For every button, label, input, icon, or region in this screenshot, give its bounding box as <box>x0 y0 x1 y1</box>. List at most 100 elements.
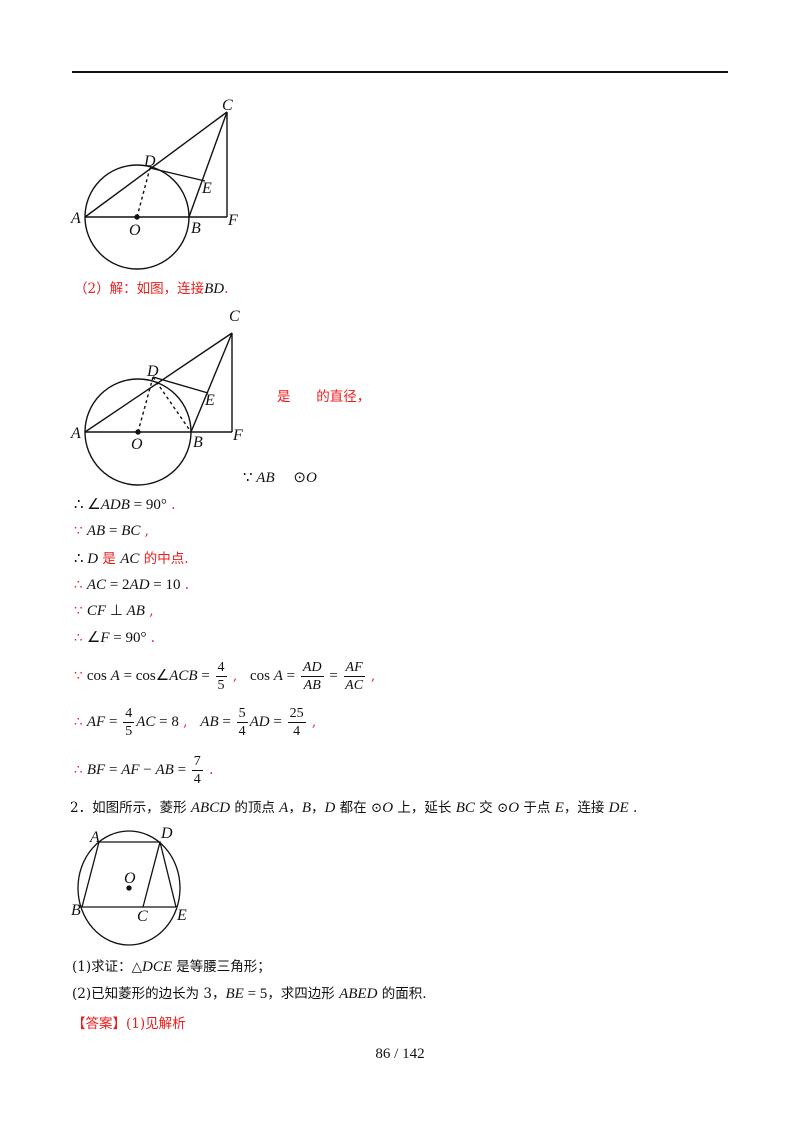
text: = 2 <box>106 577 130 593</box>
denominator: 4 <box>293 723 301 739</box>
math-text: CF <box>86 603 107 619</box>
svg-text:B: B <box>71 902 81 919</box>
text-line-part2: (2)已知菱形的边长为 3， BE = 5 ，求四边形 ABED 的面积. <box>72 983 427 1005</box>
math-text: F <box>100 630 110 646</box>
text: . <box>146 630 156 646</box>
svg-text:F: F <box>232 427 243 444</box>
math-text: AB <box>86 523 106 539</box>
math-text: A <box>273 668 283 684</box>
header-rule <box>72 71 728 73</box>
text: 都在 ⊙ <box>335 800 383 816</box>
text: ∴ <box>74 630 87 646</box>
math-text: ACB <box>169 668 198 684</box>
text: ⊙ <box>274 470 306 486</box>
text <box>291 386 317 408</box>
text: ∠ <box>86 630 101 646</box>
text-line-step3: ∴ D 是 AC 的中点. <box>74 548 189 570</box>
text-line-step2: ∵ AB = BC , <box>74 520 149 542</box>
math-text: ADB <box>100 497 130 513</box>
text-line-answer: 【答案】(1)见解析 <box>72 1013 186 1035</box>
math-text: AB <box>155 762 174 778</box>
text: = 8 <box>155 714 179 730</box>
svg-text:E: E <box>201 180 212 197</box>
text: . <box>628 800 638 816</box>
text: 的直径， <box>316 389 371 405</box>
math-text: BC <box>121 523 141 539</box>
text: ∵ <box>243 470 257 486</box>
denominator: 4 <box>238 723 246 739</box>
text: ∴ <box>74 714 87 730</box>
math-text: AC <box>120 551 140 567</box>
text: ∴ <box>74 551 88 567</box>
text: 是 <box>98 551 121 567</box>
text: = <box>105 714 122 730</box>
math-text: O <box>382 800 394 816</box>
text: = <box>197 668 214 684</box>
figure-1-labels: A O B F C D E <box>70 97 238 239</box>
svg-text:C: C <box>229 308 240 325</box>
text: = <box>269 714 286 730</box>
svg-text:O: O <box>131 436 143 453</box>
numerator: AD <box>300 659 324 677</box>
math-text: D <box>324 800 336 816</box>
svg-text:B: B <box>193 434 203 451</box>
text: , <box>307 714 317 730</box>
text: . <box>224 281 229 297</box>
svg-text:E: E <box>204 392 215 409</box>
text-line-step5: ∵ CF ⊥ AB , <box>74 600 154 622</box>
math-text: O <box>508 800 520 816</box>
figure-1 <box>84 111 228 270</box>
denominator: AB <box>303 677 321 693</box>
math-text: ABED <box>339 986 378 1002</box>
denominator: 5 <box>217 677 225 693</box>
text-line-because-ab: ∵ AB ⊙ O <box>243 467 317 489</box>
text: = cos∠ <box>119 668 170 684</box>
numerator: 25 <box>287 705 306 723</box>
text: = <box>325 668 342 684</box>
text: 的中点. <box>139 551 189 567</box>
svg-text:F: F <box>227 212 238 229</box>
numerator: 4 <box>123 705 135 723</box>
text: = <box>173 762 190 778</box>
text: ，连接 <box>563 800 609 816</box>
math-text: DE <box>608 800 629 816</box>
text: cos <box>86 668 111 684</box>
fraction: AF AC <box>343 659 365 694</box>
text: ∴ <box>74 762 87 778</box>
text: 上，延长 <box>393 800 456 816</box>
svg-text:C: C <box>137 908 148 925</box>
math-text: A <box>110 668 120 684</box>
text: = <box>105 523 122 539</box>
text: 于点 <box>519 800 555 816</box>
fraction: AD AB <box>300 659 324 694</box>
text: cos <box>250 668 274 684</box>
math-text: BF <box>86 762 106 778</box>
figure-2-labels: A O B F C D E <box>70 308 243 453</box>
math-text: BE <box>225 986 244 1002</box>
svg-text:D: D <box>143 153 156 170</box>
figure-3-labels: A D O B C E <box>71 825 187 925</box>
math-text: AB <box>126 603 145 619</box>
denominator: 4 <box>193 771 201 787</box>
math-text: B <box>301 800 311 816</box>
text: ∵ <box>74 668 87 684</box>
numerator: 4 <box>215 659 227 677</box>
text-line-step1: ∴ ∠ ADB = 90° . <box>74 494 175 516</box>
text: ∵ <box>74 603 87 619</box>
text-line-diameter-text: 是 的直径， <box>277 386 370 408</box>
math-text: ABCD <box>190 800 231 816</box>
text: . <box>166 497 176 513</box>
text: = 90° <box>109 630 147 646</box>
svg-text:O: O <box>129 222 141 239</box>
denominator: 5 <box>125 723 133 739</box>
text: (1)求证：△ <box>72 959 143 975</box>
math-text: E <box>554 800 564 816</box>
math-text: AF <box>86 714 106 730</box>
text: − <box>139 762 156 778</box>
denominator: AC <box>345 677 364 693</box>
svg-text:C: C <box>222 97 233 114</box>
fraction: 25 4 <box>287 705 306 740</box>
